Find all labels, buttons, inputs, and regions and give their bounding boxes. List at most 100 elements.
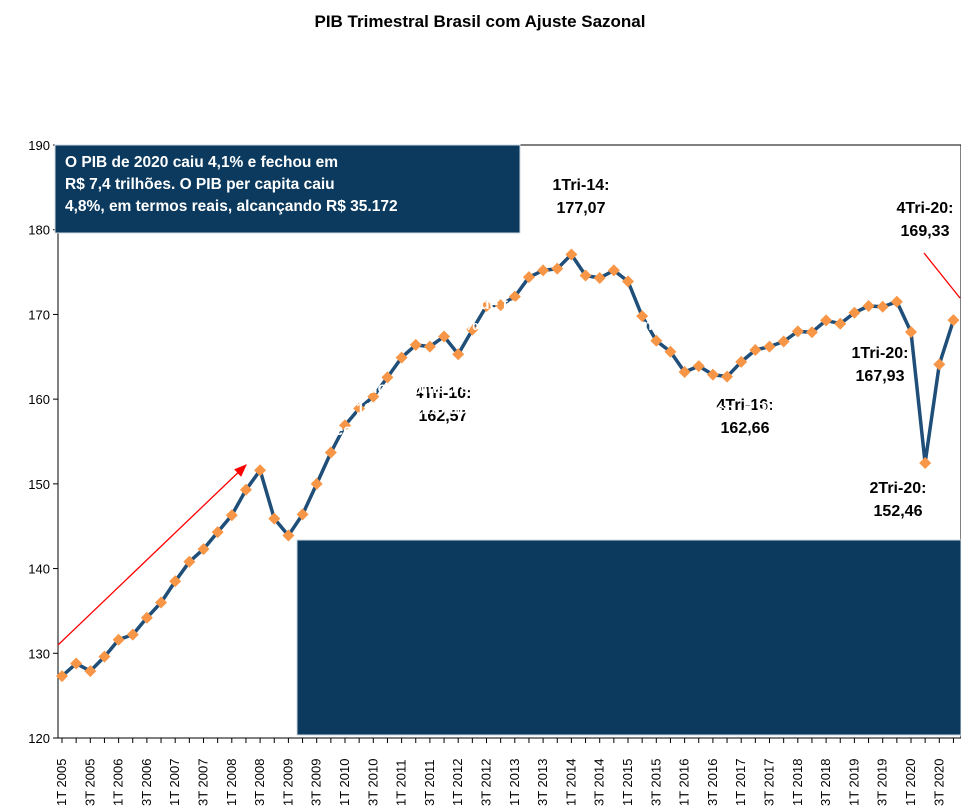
data-point (239, 483, 252, 496)
x-tick-label: 1T 2007 (167, 759, 182, 806)
x-tick-label: 1T 2012 (450, 759, 465, 806)
data-point (862, 299, 875, 312)
x-tick-label: 3T 2005 (82, 759, 97, 806)
data-point (537, 264, 550, 277)
x-tick-label: 1T 2013 (507, 759, 522, 806)
data-point (905, 325, 917, 338)
data-point (607, 264, 620, 277)
data-point (452, 348, 465, 361)
data-point (423, 340, 436, 353)
annotation-text: 4,8%, em termos reais, alcançando R$ 35.… (65, 198, 398, 215)
x-tick-label: 1T 2017 (733, 759, 748, 806)
data-point (296, 508, 309, 521)
point-name: 4Tri-20: (897, 200, 954, 217)
x-tick-label: 3T 2016 (705, 759, 720, 806)
data-point (593, 272, 606, 285)
annotation-text: No final do segundo semestre de 2020, o … (307, 380, 774, 397)
x-tick-label: 1T 2006 (111, 759, 126, 806)
y-tick-label: 120 (28, 731, 50, 746)
data-point (664, 345, 677, 358)
data-point (848, 306, 861, 319)
x-tick-label: 3T 2020 (931, 759, 946, 806)
data-point (494, 299, 507, 312)
data-point (565, 248, 578, 261)
data-point (820, 314, 833, 327)
annotation-text: de 2014. (307, 338, 368, 355)
annotation-box (296, 539, 961, 736)
data-point (636, 310, 649, 323)
annotation-text: se recuperou 11,1% também. (307, 422, 520, 439)
annotation-text: 2019 ainda estava 3,2% abaixo do pico do… (307, 317, 752, 334)
data-point (183, 555, 196, 568)
x-tick-label: 3T 2010 (365, 759, 380, 806)
data-point (706, 368, 719, 381)
x-tick-label: 1T 2010 (337, 759, 352, 806)
data-point (791, 325, 804, 338)
x-tick-label: 3T 2012 (479, 759, 494, 806)
data-label: 167,93 (856, 368, 905, 385)
data-point (98, 650, 111, 663)
data-point (169, 575, 182, 588)
data-point (56, 670, 68, 683)
y-tick-label: 130 (28, 646, 50, 661)
data-point (367, 390, 380, 403)
point-name: 1Tri-14: (553, 177, 610, 194)
x-tick-label: 3T 2007 (196, 759, 211, 806)
pointer-arrow (923, 252, 961, 299)
x-tick-label: 3T 2019 (875, 759, 890, 806)
x-tick-label: 3T 2014 (592, 759, 607, 806)
data-point (678, 366, 691, 379)
y-tick-label: 170 (28, 307, 50, 322)
y-tick-label: 190 (28, 138, 50, 153)
data-point (622, 275, 634, 288)
data-point (395, 351, 408, 364)
data-point (282, 529, 295, 542)
data-point (112, 633, 125, 646)
data-point (339, 419, 351, 432)
data-point (438, 330, 451, 343)
y-tick-label: 140 (28, 562, 50, 577)
data-point (84, 665, 97, 678)
data-point (890, 295, 903, 308)
x-tick-label: 1T 2011 (394, 759, 409, 806)
data-point (70, 657, 83, 670)
data-point (353, 402, 366, 415)
data-point (466, 323, 479, 336)
annotation-box (54, 144, 521, 234)
x-tick-label: 1T 2005 (54, 759, 69, 806)
x-tick-label: 1T 2019 (846, 759, 861, 806)
x-tick-label: 3T 2011 (422, 759, 437, 806)
data-point (225, 509, 238, 522)
data-point (211, 526, 224, 539)
x-tick-label: 3T 2013 (535, 759, 550, 806)
x-tick-label: 3T 2017 (762, 759, 777, 806)
point-name: 1Tri-20: (852, 345, 909, 362)
chart-title: PIB Trimestral Brasil com Ajuste Sazonal (315, 12, 646, 31)
data-point (324, 446, 337, 459)
data-point (551, 262, 564, 275)
data-point (763, 340, 776, 353)
annotation-text: R$ 7,4 trilhões. O PIB per capita caiu (65, 176, 335, 193)
data-point (749, 344, 762, 357)
data-point (140, 611, 153, 624)
data-point (933, 358, 946, 371)
data-point (197, 543, 210, 556)
x-tick-label: 1T 2016 (677, 759, 692, 806)
annotation-text: O PIB de 2020 caiu 4,1% e fechou em (65, 154, 338, 171)
data-label: 177,07 (557, 200, 606, 217)
x-tick-label: 3T 2015 (648, 759, 663, 806)
data-label: 169,33 (901, 223, 950, 240)
data-label: 162,57 (419, 408, 468, 425)
point-name: 2Tri-20: (870, 480, 927, 497)
trend-arrow (57, 464, 247, 646)
point-name: 4Tri-16: (717, 397, 774, 414)
data-point (409, 338, 422, 351)
x-tick-label: 3T 2009 (309, 759, 324, 806)
data-point (155, 596, 168, 609)
annotation-text: quase 11,1% comparado a fins de 2019. Do… (307, 401, 782, 418)
x-tick-label: 1T 2014 (563, 759, 578, 806)
data-point (579, 269, 592, 282)
data-point (834, 317, 847, 330)
y-tick-label: 160 (28, 392, 50, 407)
